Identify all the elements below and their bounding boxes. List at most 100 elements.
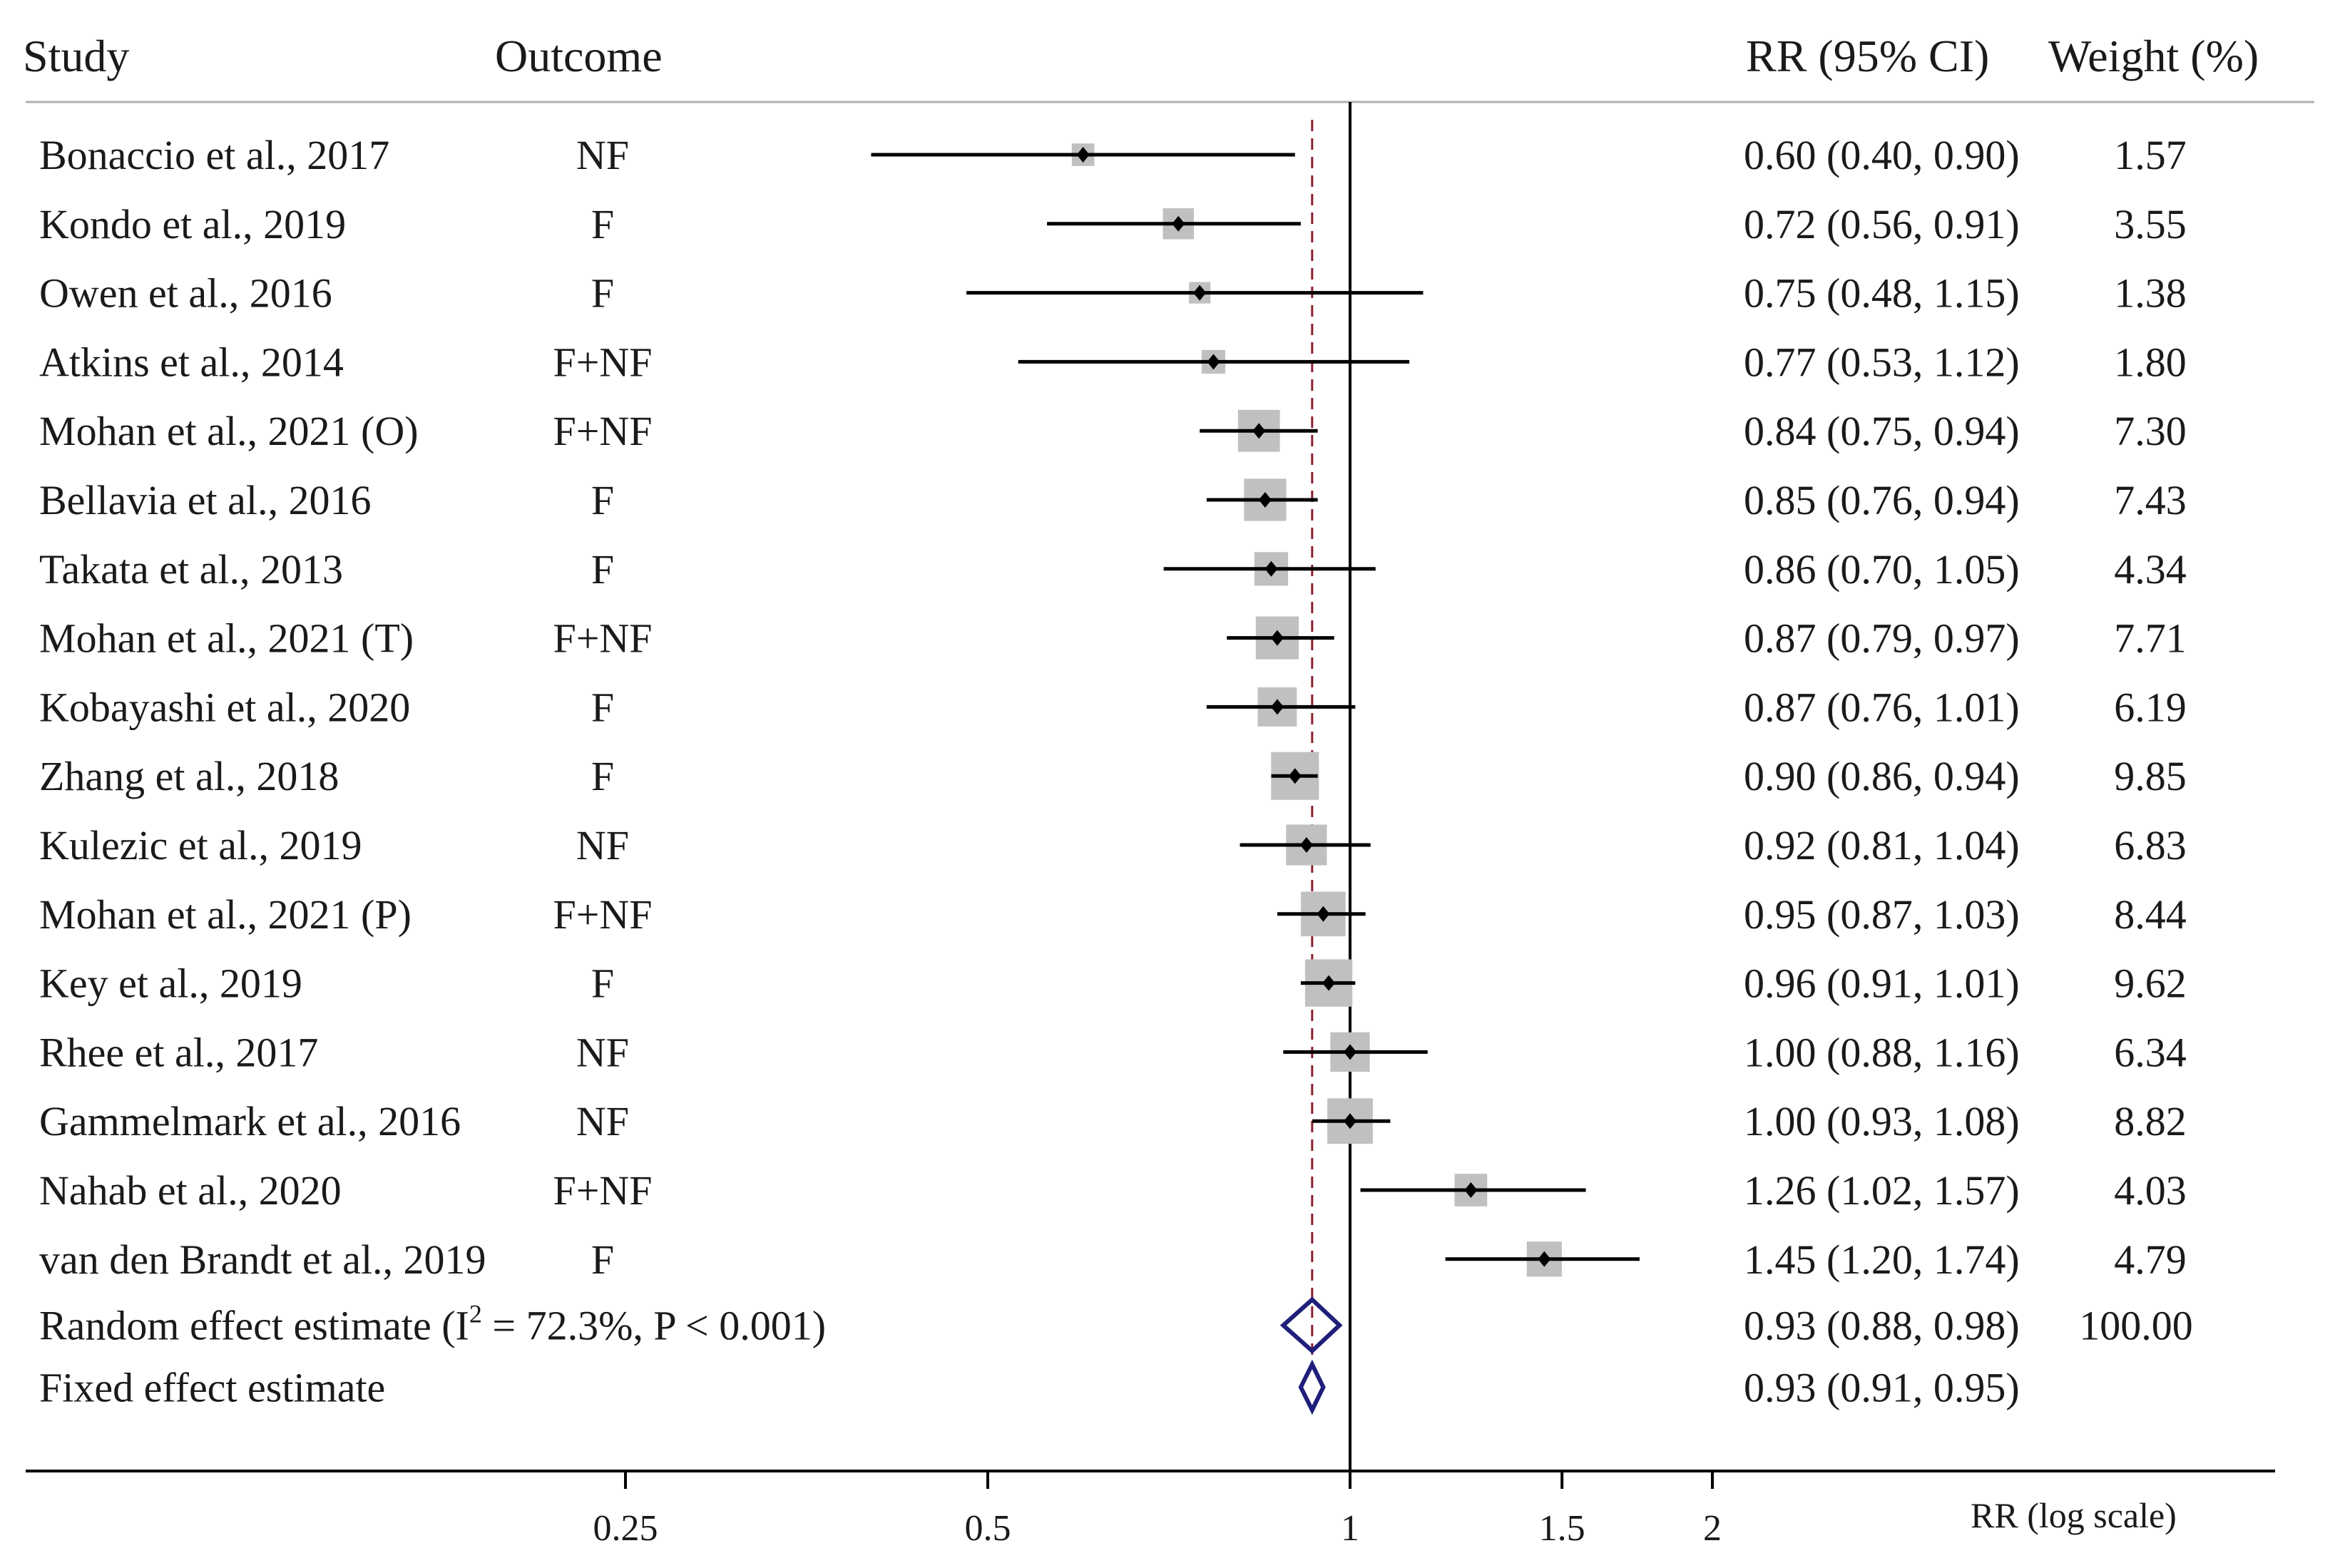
rr-ci-value: 0.86 (0.70, 1.05) [1744, 546, 2020, 593]
table-row: Zhang et al., 2018 F 0.90 (0.86, 0.94) 9.85 [39, 752, 2187, 800]
weight-value: 1.38 [2114, 270, 2187, 317]
study-label: van den Brandt et al., 2019 [39, 1236, 486, 1283]
weight-value: 4.34 [2114, 546, 2187, 593]
study-label: Bonaccio et al., 2017 [39, 132, 389, 178]
outcome-label: NF [576, 822, 629, 868]
outcome-label: F+NF [553, 339, 652, 385]
pooled-row: Fixed effect estimate 0.93 (0.91, 0.95) [39, 1359, 2020, 1415]
study-rows: Bonaccio et al., 2017 NF 0.60 (0.40, 0.90)… [39, 132, 2187, 1283]
study-label: Mohan et al., 2021 (O) [39, 408, 419, 454]
rr-ci-value: 0.93 (0.91, 0.95) [1744, 1364, 2020, 1410]
outcome-label: NF [576, 1029, 629, 1075]
point-estimate [1344, 1044, 1356, 1060]
rr-ci-value: 0.95 (0.87, 1.03) [1744, 891, 2020, 938]
study-label: Mohan et al., 2021 (P) [39, 891, 412, 938]
weight-value: 3.55 [2114, 201, 2187, 247]
rr-ci-value: 1.45 (1.20, 1.74) [1744, 1236, 2020, 1283]
table-row: Gammelmark et al., 2016 NF 1.00 (0.93, 1.0… [39, 1098, 2187, 1144]
table-row: Mohan et al., 2021 (T) F+NF 0.87 (0.79, 0.… [39, 615, 2187, 662]
weight-value: 9.85 [2114, 753, 2187, 799]
table-row: Rhee et al., 2017 NF 1.00 (0.88, 1.16) 6.34 [39, 1029, 2187, 1075]
outcome-label: F+NF [553, 891, 652, 938]
rr-ci-value: 0.72 (0.56, 0.91) [1744, 201, 2020, 247]
header-rr: RR (95% CI) [1746, 31, 1989, 81]
outcome-label: F+NF [553, 408, 652, 454]
study-label: Rhee et al., 2017 [39, 1029, 318, 1075]
pooled-label: Random effect estimate (I2 = 72.3%, P < … [39, 1300, 826, 1349]
study-label: Kulezic et al., 2019 [39, 822, 362, 868]
point-estimate [1258, 492, 1272, 508]
header-weight: Weight (%) [2048, 31, 2259, 81]
table-row: Bonaccio et al., 2017 NF 0.60 (0.40, 0.90)… [39, 132, 2187, 178]
weight-value: 6.19 [2114, 684, 2187, 730]
table-row: Atkins et al., 2014 F+NF 0.77 (0.53, 1.12)… [39, 339, 2187, 385]
study-label: Takata et al., 2013 [39, 546, 343, 593]
pooled-rows: Random effect estimate (I2 = 72.3%, P < … [39, 1296, 2193, 1415]
rr-ci-value: 0.75 (0.48, 1.15) [1744, 270, 2020, 317]
x-tick-label: 2 [1703, 1508, 1722, 1549]
outcome-label: F [591, 684, 614, 730]
rr-ci-value: 0.87 (0.76, 1.01) [1744, 684, 2020, 730]
point-estimate [1344, 1113, 1356, 1129]
x-tick-label: 0.25 [593, 1508, 658, 1549]
study-label: Atkins et al., 2014 [39, 339, 344, 385]
study-label: Zhang et al., 2018 [39, 753, 339, 799]
point-estimate [1317, 906, 1330, 922]
outcome-label: F [591, 477, 614, 523]
table-row: Kondo et al., 2019 F 0.72 (0.56, 0.91) 3.55 [39, 201, 2187, 247]
weight-value: 1.57 [2114, 132, 2187, 178]
table-row: Nahab et al., 2020 F+NF 1.26 (1.02, 1.57) 4… [39, 1167, 2187, 1214]
rr-ci-value: 0.85 (0.76, 0.94) [1744, 477, 2020, 523]
point-estimate [1464, 1182, 1478, 1198]
point-estimate [1193, 285, 1207, 301]
study-label: Gammelmark et al., 2016 [39, 1098, 461, 1144]
rr-ci-value: 0.90 (0.86, 0.94) [1744, 753, 2020, 799]
point-estimate [1288, 768, 1302, 784]
rr-ci-value: 0.87 (0.79, 0.97) [1744, 615, 2020, 662]
table-row: Key et al., 2019 F 0.96 (0.91, 1.01) 9.62 [39, 959, 2187, 1007]
rr-ci-value: 0.60 (0.40, 0.90) [1744, 132, 2020, 178]
weight-value: 6.83 [2114, 822, 2187, 868]
weight-value: 9.62 [2114, 960, 2187, 1007]
point-estimate [1270, 699, 1284, 715]
study-label: Bellavia et al., 2016 [39, 477, 371, 523]
weight-value: 6.34 [2114, 1029, 2187, 1075]
table-row: van den Brandt et al., 2019 F 1.45 (1.20, … [39, 1236, 2187, 1283]
rr-ci-value: 0.93 (0.88, 0.98) [1744, 1303, 2020, 1349]
weight-value: 7.43 [2114, 477, 2187, 523]
x-tick-label: 1 [1341, 1508, 1359, 1549]
x-tick-label: 0.5 [965, 1508, 1011, 1549]
study-label: Kobayashi et al., 2020 [39, 684, 410, 730]
table-row: Owen et al., 2016 F 0.75 (0.48, 1.15) 1.38 [39, 270, 2187, 317]
rr-ci-value: 0.96 (0.91, 1.01) [1744, 960, 2020, 1007]
weight-value: 100.00 [2079, 1303, 2193, 1349]
weight-value: 8.44 [2114, 891, 2187, 938]
outcome-label: F [591, 753, 614, 799]
weight-value: 7.71 [2114, 615, 2187, 662]
point-estimate [1538, 1251, 1551, 1267]
point-estimate [1322, 975, 1336, 991]
outcome-label: F [591, 201, 614, 247]
outcome-label: NF [576, 1098, 629, 1144]
table-row: Mohan et al., 2021 (P) F+NF 0.95 (0.87, 1.… [39, 891, 2187, 938]
outcome-label: F [591, 546, 614, 593]
study-label: Kondo et al., 2019 [39, 201, 346, 247]
table-header: Study Outcome RR (95% CI) Weight (%) [23, 31, 2259, 81]
outcome-label: F [591, 270, 614, 317]
rr-ci-value: 0.77 (0.53, 1.12) [1744, 339, 2020, 385]
pooled-label: Fixed effect estimate [39, 1364, 385, 1410]
point-estimate [1207, 354, 1220, 370]
x-axis-label: RR (log scale) [1971, 1495, 2177, 1535]
table-row: Bellavia et al., 2016 F 0.85 (0.76, 0.94) 7… [39, 477, 2187, 523]
table-row: Takata et al., 2013 F 0.86 (0.70, 1.05) 4.3… [39, 546, 2187, 593]
pooled-row: Random effect estimate (I2 = 72.3%, P < … [39, 1296, 2193, 1354]
pooled-diamond [1298, 1359, 1326, 1415]
outcome-label: F [591, 960, 614, 1007]
weight-value: 1.80 [2114, 339, 2187, 385]
outcome-label: F+NF [553, 615, 652, 662]
study-label: Owen et al., 2016 [39, 270, 332, 317]
point-estimate [1252, 423, 1266, 439]
table-row: Kobayashi et al., 2020 F 0.87 (0.76, 1.01)… [39, 684, 2187, 730]
weight-value: 7.30 [2114, 408, 2187, 454]
